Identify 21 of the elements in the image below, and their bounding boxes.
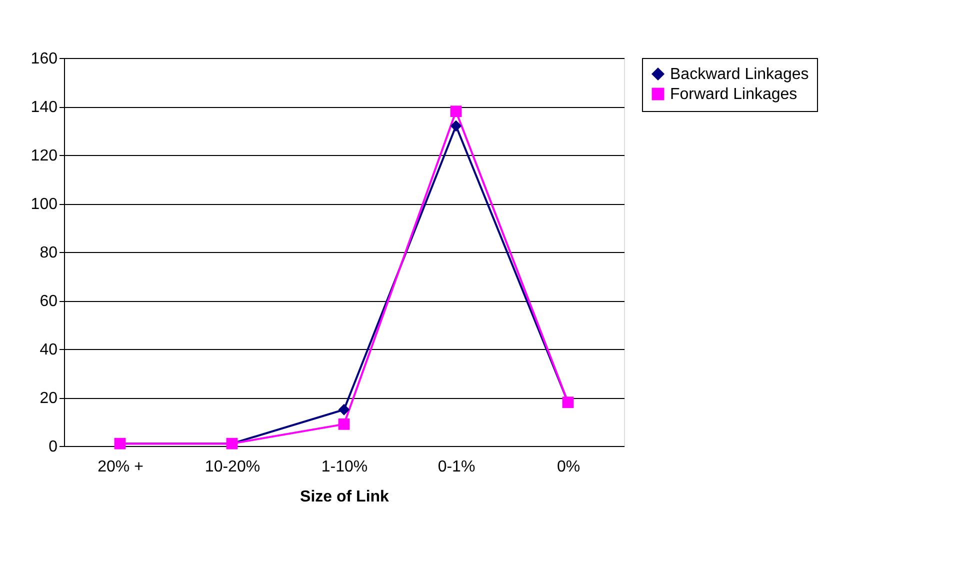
- x-tick-label: 0-1%: [438, 458, 476, 476]
- x-tick-label: 20% +: [98, 458, 144, 476]
- point: [338, 404, 350, 416]
- point: [338, 418, 350, 430]
- legend-label: Backward Linkages: [670, 66, 809, 83]
- x-tick-label: 10-20%: [204, 458, 260, 476]
- y-tick-label: 20: [40, 390, 58, 407]
- y-tick-label: 40: [40, 342, 58, 358]
- x-axis-title: Size of Link: [300, 488, 390, 506]
- y-tick-label: 140: [30, 99, 58, 116]
- y-tick-label: 160: [30, 50, 58, 68]
- x-tick-label: 1-10%: [321, 458, 368, 476]
- y-tick-label: 120: [30, 148, 58, 164]
- y-tick-label: 0: [48, 438, 58, 456]
- x-tick-label: 0%: [556, 458, 580, 476]
- point: [450, 106, 462, 118]
- y-tick-label: 60: [40, 293, 58, 310]
- legend-label: Forward Linkages: [670, 86, 798, 103]
- y-tick-label: 80: [40, 244, 58, 262]
- point: [450, 120, 462, 132]
- y-tick-label: 100: [30, 196, 58, 213]
